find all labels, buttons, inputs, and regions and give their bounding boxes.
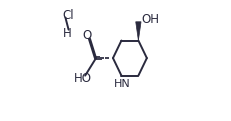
- Text: Cl: Cl: [62, 9, 73, 22]
- Text: OH: OH: [141, 13, 159, 26]
- Text: HN: HN: [114, 79, 131, 89]
- Polygon shape: [135, 22, 140, 41]
- Text: O: O: [82, 29, 91, 42]
- Text: H: H: [62, 27, 71, 40]
- Text: HO: HO: [73, 72, 91, 85]
